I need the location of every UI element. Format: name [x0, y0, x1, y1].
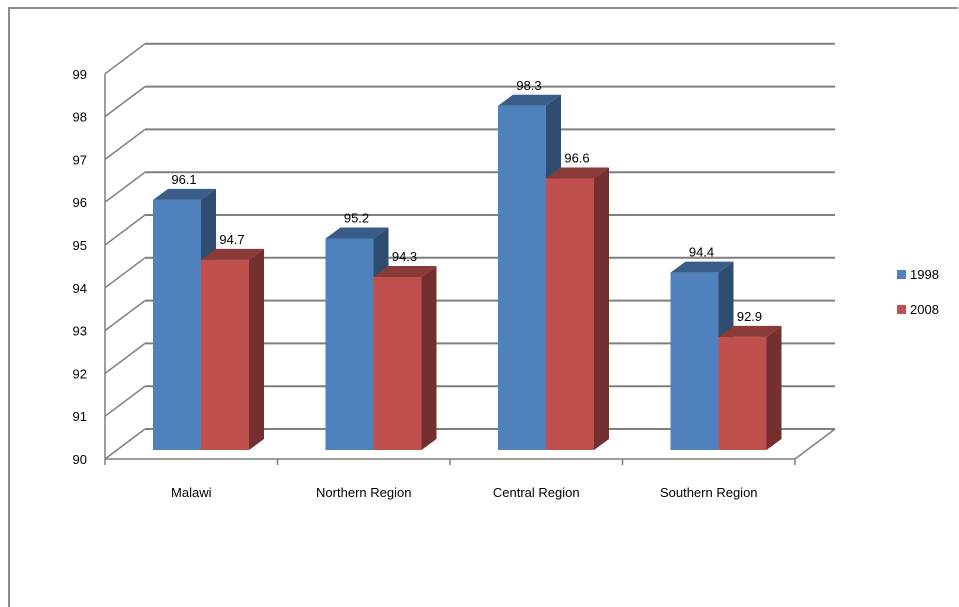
bar-top [325, 227, 389, 239]
bar-front [670, 272, 719, 450]
y-tick-label: 96 [73, 195, 87, 210]
bar-side [594, 167, 609, 450]
legend-swatch-1998 [897, 270, 906, 279]
y-tick-label: 97 [73, 152, 87, 167]
bar-top [546, 167, 609, 179]
bar-side [249, 248, 264, 450]
bar-front [498, 105, 546, 450]
x-tick-label: Central Region [493, 485, 580, 500]
bar-2008-0 [201, 248, 264, 450]
bar-2008-1 [373, 265, 437, 450]
data-label: 94.7 [219, 232, 244, 247]
data-label: 96.1 [171, 172, 196, 187]
y-tick-label: 94 [73, 281, 87, 296]
gridline-side [104, 385, 146, 417]
bar-chart: 90 91 92 93 94 95 96 97 98 99 Malawi Northern Regi… [73, 42, 939, 500]
bar-side [421, 265, 437, 450]
y-tick-label: 93 [73, 324, 87, 339]
y-tick-label: 98 [73, 110, 87, 125]
gridline-side [104, 428, 146, 460]
x-axis: Malawi Northern Region Central Region South… [104, 428, 836, 500]
bar-front [201, 259, 249, 450]
y-axis-ticks: 90 91 92 93 94 95 96 97 98 99 [73, 67, 87, 467]
legend-swatch-2008 [897, 305, 906, 314]
data-label: 94.3 [392, 249, 417, 264]
legend-label: 1998 [910, 267, 939, 282]
gridline-side [104, 128, 146, 160]
data-labels: 96.1 94.7 95.2 94.3 98.3 96.6 94.4 92.9 [171, 78, 762, 324]
data-label: 98.3 [516, 78, 541, 93]
bar-front [718, 336, 767, 450]
bar-top [718, 325, 782, 337]
data-label: 92.9 [737, 309, 762, 324]
data-label: 95.2 [344, 210, 369, 225]
x-tick-label: Malawi [171, 485, 212, 500]
gridline-side [104, 85, 146, 118]
gridline-side [104, 171, 146, 203]
floor-right-edge [794, 428, 836, 460]
bar-top [153, 188, 216, 200]
data-label: 94.4 [689, 245, 714, 260]
x-tick-label: Southern Region [660, 485, 758, 500]
y-tick-label: 99 [73, 67, 87, 82]
bars [153, 94, 782, 451]
y-tick-label: 92 [73, 366, 87, 381]
bar-2008-3 [718, 325, 782, 450]
bar-side [766, 325, 782, 450]
bar-front [325, 238, 374, 450]
bar-front [373, 276, 422, 450]
chart-frame [8, 7, 958, 607]
gridline-side [104, 43, 146, 75]
bar-top [373, 265, 437, 277]
bar-top [498, 94, 561, 106]
y-tick-label: 90 [73, 452, 87, 467]
gridline-side [104, 214, 146, 246]
data-label: 96.6 [564, 151, 589, 166]
legend-label: 2008 [910, 302, 939, 317]
bar-2008-2 [546, 167, 609, 450]
bar-top [670, 261, 734, 273]
y-tick-label: 95 [73, 238, 87, 253]
gridline-side [104, 300, 146, 332]
gridline-side [104, 342, 146, 374]
bar-front [546, 178, 594, 450]
bar-front [153, 199, 201, 450]
bar-top [201, 248, 264, 260]
legend: 1998 2008 [897, 267, 939, 317]
y-tick-label: 91 [73, 409, 87, 424]
gridline-side [104, 257, 146, 289]
x-tick-label: Northern Region [316, 485, 411, 500]
